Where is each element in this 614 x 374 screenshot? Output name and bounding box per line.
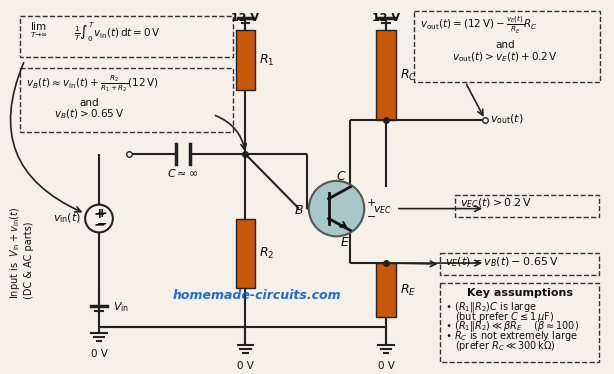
Text: 12 V: 12 V bbox=[231, 13, 260, 23]
Text: (but prefer $C \leq 1\,\mu\mathrm{F}$): (but prefer $C \leq 1\,\mu\mathrm{F}$) bbox=[456, 310, 554, 324]
Text: $\bullet$ $(R_1 \| R_2) \ll \beta R_E$    $(\beta \approx 100)$: $\bullet$ $(R_1 \| R_2) \ll \beta R_E$ $… bbox=[445, 319, 580, 334]
Text: −: − bbox=[93, 217, 105, 232]
Text: and: and bbox=[79, 98, 99, 108]
Text: $\bullet$ $(R_1 \| R_2)C$ is large: $\bullet$ $(R_1 \| R_2)C$ is large bbox=[445, 300, 537, 314]
Text: $v_{\mathrm{out}}(t)$: $v_{\mathrm{out}}(t)$ bbox=[490, 113, 524, 126]
Text: $R_E$: $R_E$ bbox=[400, 283, 416, 298]
Text: $R_C$: $R_C$ bbox=[400, 67, 417, 83]
Text: $V_{\mathrm{in}}$: $V_{\mathrm{in}}$ bbox=[113, 301, 129, 315]
Text: 0 V: 0 V bbox=[237, 361, 254, 371]
Text: +: + bbox=[93, 206, 105, 221]
Text: $\bullet$ $R_C$ is not extremely large: $\bullet$ $R_C$ is not extremely large bbox=[445, 329, 578, 343]
Text: $v_{EC}(t) > 0.2\,\mathrm{V}$: $v_{EC}(t) > 0.2\,\mathrm{V}$ bbox=[460, 197, 532, 210]
Text: 12 V: 12 V bbox=[372, 13, 400, 23]
Text: $B$: $B$ bbox=[294, 204, 304, 217]
FancyBboxPatch shape bbox=[376, 30, 396, 120]
Text: $v_E(t) = v_B(t) - 0.65\,\mathrm{V}$: $v_E(t) = v_B(t) - 0.65\,\mathrm{V}$ bbox=[445, 255, 559, 269]
FancyBboxPatch shape bbox=[236, 30, 255, 90]
Text: $v_B(t) \approx v_{\mathrm{in}}(t) + \frac{R_2}{R_1+R_2}(12\,\mathrm{V})$: $v_B(t) \approx v_{\mathrm{in}}(t) + \fr… bbox=[26, 73, 158, 94]
FancyBboxPatch shape bbox=[376, 263, 396, 318]
Text: $v_{\mathrm{in}}(t)$: $v_{\mathrm{in}}(t)$ bbox=[53, 212, 81, 225]
Text: −: − bbox=[96, 218, 107, 231]
Text: +: + bbox=[96, 207, 107, 220]
Text: $v_{\mathrm{out}}(t) > v_E(t) + 0.2\,\mathrm{V}$: $v_{\mathrm{out}}(t) > v_E(t) + 0.2\,\ma… bbox=[452, 50, 558, 64]
Text: (prefer $R_C \ll 300\,\mathrm{k}\Omega$): (prefer $R_C \ll 300\,\mathrm{k}\Omega$) bbox=[456, 339, 556, 353]
Text: $v_B(t) > 0.65\,\mathrm{V}$: $v_B(t) > 0.65\,\mathrm{V}$ bbox=[54, 108, 124, 121]
Text: Input is  $V_{\mathrm{in}} + v_{\mathrm{in}}(t)$
(DC & AC parts): Input is $V_{\mathrm{in}} + v_{\mathrm{i… bbox=[8, 207, 34, 299]
Text: 0 V: 0 V bbox=[90, 349, 107, 359]
Text: $\frac{1}{T}\int_0^T v_{\mathrm{in}}(t)\,\mathrm{d}t = 0\,\mathrm{V}$: $\frac{1}{T}\int_0^T v_{\mathrm{in}}(t)\… bbox=[74, 21, 161, 44]
Text: $R_1$: $R_1$ bbox=[259, 53, 274, 68]
Text: $v_{\mathrm{out}}(t) = (12\,\mathrm{V}) - \frac{v_E(t)}{R_E}R_C$: $v_{\mathrm{out}}(t) = (12\,\mathrm{V}) … bbox=[420, 15, 537, 36]
Text: +: + bbox=[367, 198, 376, 208]
Text: 0 V: 0 V bbox=[378, 361, 394, 371]
Text: $R_2$: $R_2$ bbox=[259, 246, 274, 261]
FancyBboxPatch shape bbox=[236, 218, 255, 288]
Text: and: and bbox=[495, 40, 515, 50]
Text: Key assumptions: Key assumptions bbox=[467, 288, 573, 298]
Text: $C \approx \infty$: $C \approx \infty$ bbox=[168, 167, 199, 179]
Text: $\lim_{T\to\infty}$: $\lim_{T\to\infty}$ bbox=[29, 21, 47, 40]
Text: homemade-circuits.com: homemade-circuits.com bbox=[173, 289, 341, 302]
Circle shape bbox=[309, 181, 364, 236]
Text: −: − bbox=[367, 212, 376, 221]
Text: $v_{EC}$: $v_{EC}$ bbox=[373, 204, 392, 215]
Text: $E$: $E$ bbox=[340, 236, 349, 249]
Text: $C$: $C$ bbox=[336, 171, 347, 183]
